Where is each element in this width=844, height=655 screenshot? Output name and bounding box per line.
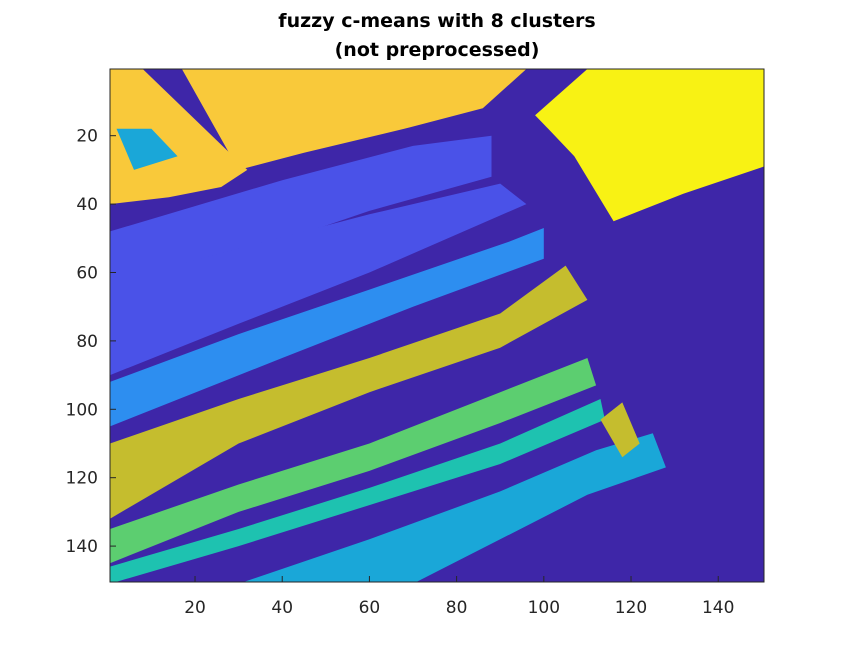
heatmap-regions (110, 69, 764, 582)
x-axis: 20 40 60 80 100 120 140 (184, 576, 734, 618)
y-tick-label: 40 (76, 195, 98, 215)
heatmap-region-9 (243, 433, 666, 582)
heatmap-region-0 (110, 69, 248, 205)
heatmap-region-2 (116, 128, 178, 170)
heatmap-region-4 (110, 183, 527, 376)
y-axis: 20 40 60 80 100 120 140 (66, 127, 116, 557)
heatmap-region-6 (110, 265, 588, 519)
y-tick-label: 100 (66, 400, 98, 420)
y-tick-label: 80 (76, 332, 98, 352)
x-tick-label: 20 (184, 598, 206, 618)
heatmap-region-7 (110, 358, 597, 564)
plot-frame (109, 68, 765, 583)
x-tick-label: 60 (359, 598, 381, 618)
x-tick-label: 120 (615, 598, 647, 618)
heatmap-region-11 (600, 402, 640, 458)
y-tick-label: 120 (66, 469, 98, 489)
x-tick-label: 140 (702, 598, 734, 618)
y-tick-label: 20 (76, 127, 98, 147)
heatmap-region-1 (181, 69, 527, 170)
heatmap-region-10 (535, 69, 764, 222)
heatmap-region-5 (110, 228, 544, 427)
x-tick-label: 40 (271, 598, 293, 618)
chart-title-line1: fuzzy c-means with 8 clusters (278, 10, 595, 32)
y-tick-label: 140 (66, 537, 98, 557)
y-tick-label: 60 (76, 263, 98, 283)
heatmap-region-3 (110, 135, 492, 290)
x-tick-label: 100 (528, 598, 560, 618)
heatmap-region-8 (110, 399, 605, 582)
chart-title-line2: (not preprocessed) (335, 39, 540, 61)
x-tick-label: 80 (446, 598, 468, 618)
